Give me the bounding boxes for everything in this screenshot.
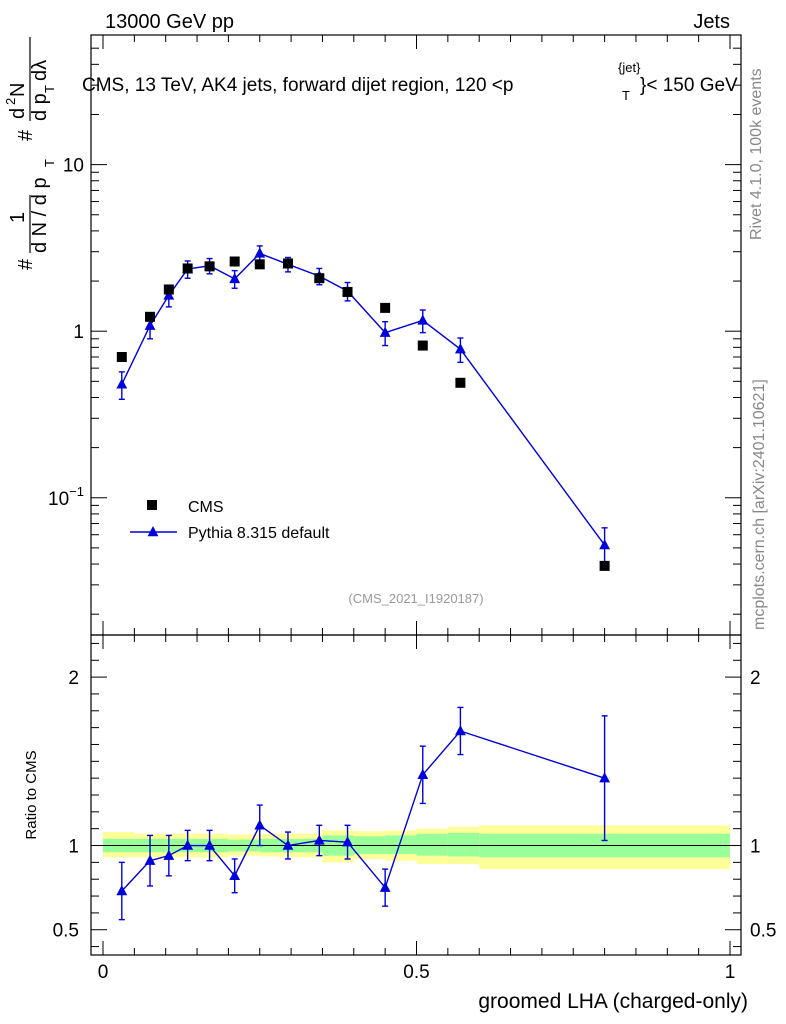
ratio-y-tick-label-right: 0.5: [750, 921, 776, 942]
cms-point: [145, 311, 156, 322]
ratio-point: [144, 854, 156, 865]
cms-point: [116, 351, 127, 362]
cms-point: [163, 284, 174, 295]
ratio-point: [599, 772, 610, 783]
ratio-point: [417, 768, 429, 779]
legend-mc-marker: [147, 526, 159, 537]
y-tick-label: 10−1: [48, 484, 84, 510]
cms-point: [599, 560, 610, 571]
ylabel-one: 1: [7, 212, 29, 223]
mc-point: [144, 319, 156, 330]
ratio-point: [454, 725, 466, 736]
ratio-y-tick-label: 0.5: [53, 921, 79, 942]
ratio-point: [379, 881, 391, 892]
cms-point: [342, 286, 353, 297]
ratio-point: [313, 834, 325, 845]
header-left: 13000 GeV pp: [105, 11, 234, 33]
ylabel-denominator: d N / d p: [29, 177, 51, 253]
title-tail: }< 150 GeV: [640, 75, 738, 96]
mc-point: [417, 314, 429, 325]
header-right: Jets: [693, 11, 730, 33]
legend-cms-label: CMS: [188, 499, 224, 516]
ratio-point: [229, 869, 241, 881]
ylabel-numerator-sup: 2: [3, 98, 18, 105]
y-tick-label: 10: [63, 156, 84, 177]
cms-point: [254, 259, 265, 270]
ylabel-second-den-sub: T: [42, 85, 57, 93]
side-label-rivet: Rivet 4.1.0, 100k events: [748, 68, 765, 240]
ratio-y-tick-label: 1: [68, 837, 79, 858]
ylabel-numerator-tail: N: [7, 83, 29, 97]
cms-point: [380, 302, 391, 313]
ratio-band-inner: [447, 832, 480, 857]
ratio-band-inner: [385, 835, 417, 854]
legend-cms-marker: [147, 500, 157, 510]
analysis-tag: (CMS_2021_I1920187): [348, 591, 483, 606]
cms-point: [229, 256, 240, 267]
ratio-point: [282, 839, 294, 850]
ylabel-denominator-sub: T: [42, 159, 57, 167]
mc-point: [454, 343, 466, 354]
ratio-point: [182, 839, 194, 850]
cms-point: [204, 261, 215, 272]
cms-point: [182, 263, 193, 274]
ratio-point: [254, 819, 266, 830]
ylabel-numerator: d: [7, 108, 29, 119]
main-plot: 10−1 1 10: [48, 34, 742, 636]
y-tick-label: 1: [73, 322, 84, 343]
main-frame: [90, 34, 742, 636]
ylabel-second-den-tail: dλ: [29, 60, 51, 81]
legend: CMS Pythia 8.315 default: [130, 499, 330, 542]
ylabel-hash2: #: [15, 129, 37, 141]
mc-point: [229, 272, 241, 284]
ratio-ylabel: Ratio to CMS: [23, 750, 40, 839]
title-subscript: T: [622, 88, 630, 103]
x-tick-label: 0: [98, 962, 109, 983]
ratio-point: [204, 839, 215, 850]
ratio-plot: 0 0.5 1 0.5 0.5 1 1 2 2: [53, 634, 776, 983]
ratio-y-tick-label-right: 2: [750, 668, 761, 689]
mc-point: [599, 539, 610, 550]
ylabel-second-den: d p: [29, 93, 51, 121]
ratio-y-tick-label-right: 1: [750, 837, 761, 858]
ratio-point: [116, 885, 128, 896]
mc-point: [379, 326, 391, 337]
ratio-line: [121, 730, 605, 892]
x-tick-label: 1: [725, 962, 736, 983]
ratio-point: [163, 849, 175, 860]
main-title: CMS, 13 TeV, AK4 jets, forward dijet reg…: [82, 60, 738, 103]
cms-point: [417, 340, 428, 351]
main-ylabel: # 1 d N / d p T # d 2 N d p T dλ: [3, 37, 57, 270]
title-superscript: {jet}: [618, 60, 641, 75]
ratio-y-tick-label: 2: [68, 668, 79, 689]
mc-point: [254, 247, 266, 258]
svg-text:CMS, 13 TeV, AK4 jets, forward: CMS, 13 TeV, AK4 jets, forward dijet reg…: [82, 75, 513, 96]
mc-point: [116, 378, 128, 389]
mc-point: [163, 289, 175, 300]
cms-point: [282, 258, 293, 269]
cms-point: [455, 377, 466, 388]
side-label-mcplots: mcplots.cern.ch [arXiv:2401.10621]: [751, 379, 768, 630]
title-text: CMS, 13 TeV, AK4 jets, forward dijet reg…: [82, 75, 513, 96]
ratio-band-inner: [416, 833, 448, 856]
xlabel: groomed LHA (charged-only): [478, 990, 748, 1013]
cms-point: [314, 273, 325, 284]
legend-mc-label: Pythia 8.315 default: [188, 525, 330, 542]
ylabel-prefix: #: [15, 258, 37, 270]
ratio-point: [342, 836, 353, 847]
x-tick-label: 0.5: [403, 962, 429, 983]
